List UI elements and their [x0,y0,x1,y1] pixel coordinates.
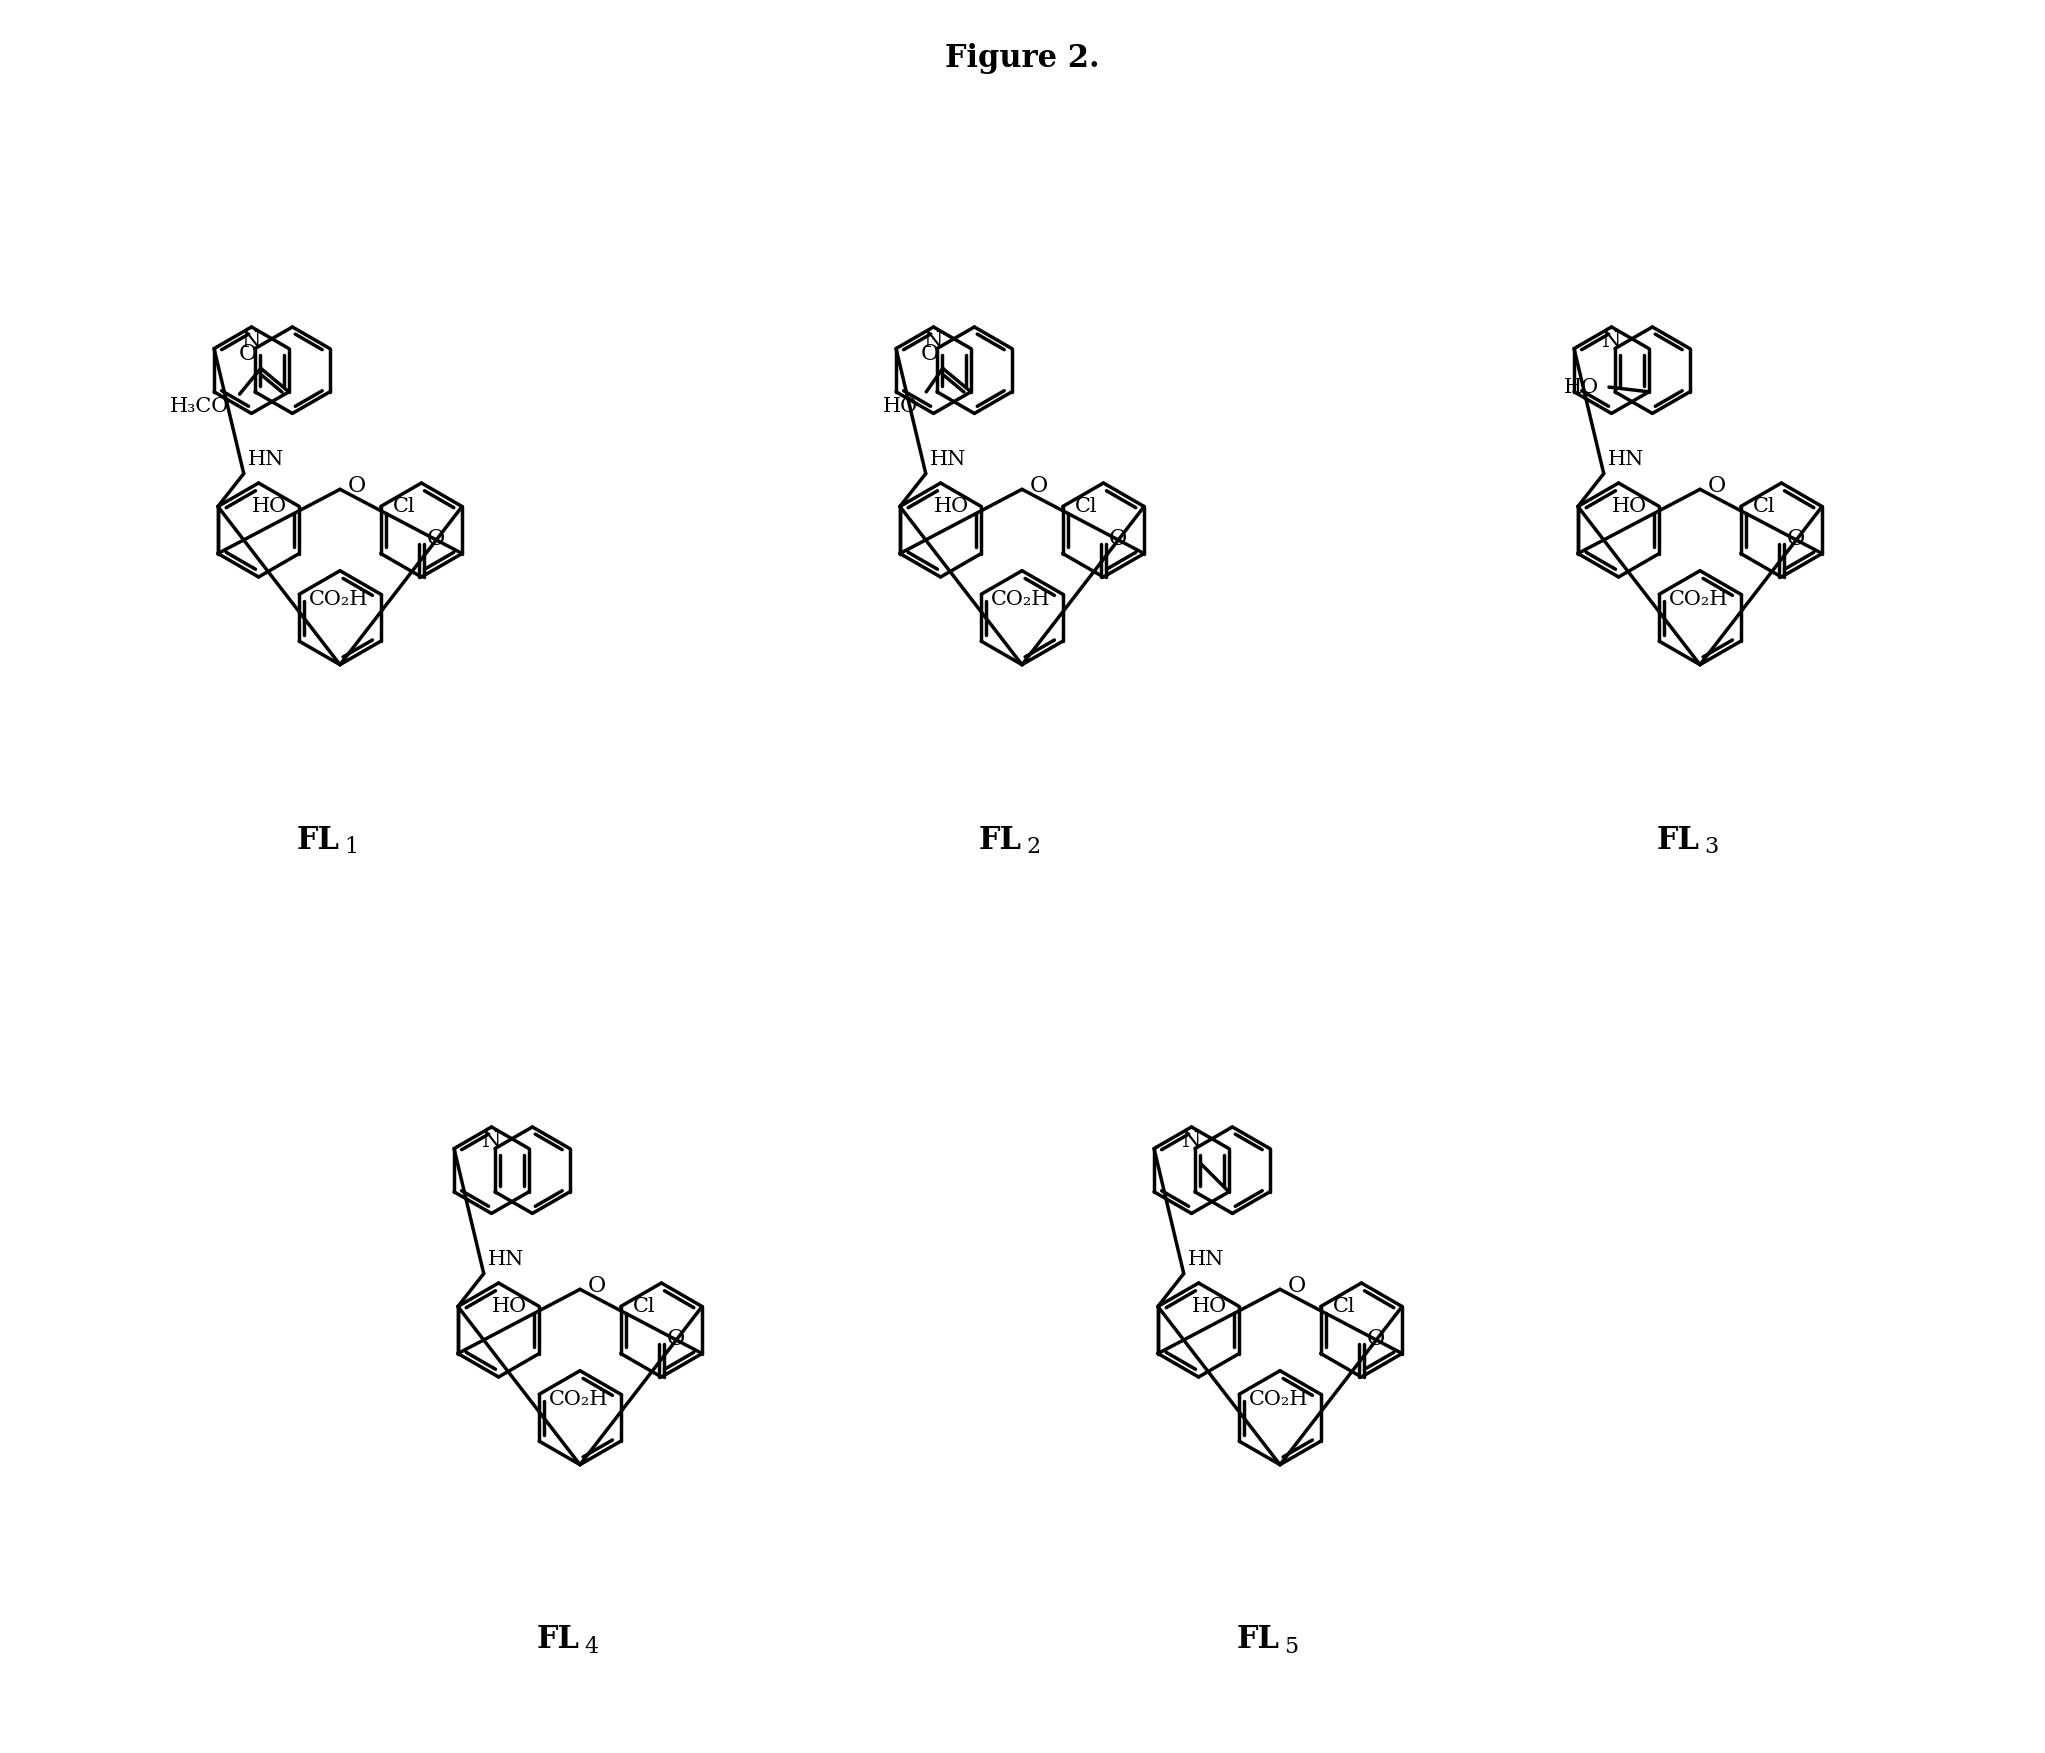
Text: FL: FL [1656,824,1699,855]
Text: HN: HN [489,1250,524,1269]
Text: HN: HN [1607,449,1644,468]
Text: CO₂H: CO₂H [1249,1390,1309,1409]
Text: O: O [1708,475,1726,498]
Text: Cl: Cl [1076,498,1098,515]
Text: CO₂H: CO₂H [309,589,368,608]
Text: HO: HO [493,1297,528,1317]
Text: Cl: Cl [1333,1297,1356,1317]
Text: O: O [667,1329,685,1350]
Text: FL: FL [1237,1625,1280,1655]
Text: FL: FL [538,1625,581,1655]
Text: 5: 5 [1284,1636,1299,1658]
Text: FL: FL [297,824,339,855]
Text: Cl: Cl [393,498,415,515]
Text: 2: 2 [1027,836,1041,857]
Text: O: O [239,344,258,365]
Text: O: O [1108,528,1127,550]
Text: O: O [1288,1274,1307,1297]
Text: HN: HN [247,449,284,468]
Text: HN: HN [930,449,965,468]
Text: 4: 4 [585,1636,597,1658]
Text: HO: HO [1611,498,1648,515]
Text: Figure 2.: Figure 2. [945,42,1100,74]
Text: N: N [1182,1131,1200,1152]
Text: N: N [483,1131,501,1152]
Text: HO: HO [1564,377,1599,396]
Text: H₃CO: H₃CO [170,398,229,415]
Text: FL: FL [980,824,1022,855]
Text: O: O [1787,528,1804,550]
Text: O: O [1366,1329,1384,1350]
Text: HO: HO [1192,1297,1227,1317]
Text: CO₂H: CO₂H [550,1390,609,1409]
Text: O: O [589,1274,605,1297]
Text: HN: HN [1188,1250,1225,1269]
Text: HO: HO [935,498,969,515]
Text: N: N [924,330,943,352]
Text: O: O [427,528,444,550]
Text: O: O [920,344,939,365]
Text: Cl: Cl [632,1297,654,1317]
Text: 3: 3 [1703,836,1718,857]
Text: HO: HO [883,396,918,415]
Text: CO₂H: CO₂H [992,589,1051,608]
Text: O: O [1031,475,1049,498]
Text: 1: 1 [344,836,358,857]
Text: N: N [1601,330,1622,352]
Text: O: O [348,475,366,498]
Text: Cl: Cl [1753,498,1775,515]
Text: N: N [241,330,262,352]
Text: HO: HO [252,498,286,515]
Text: CO₂H: CO₂H [1669,589,1728,608]
